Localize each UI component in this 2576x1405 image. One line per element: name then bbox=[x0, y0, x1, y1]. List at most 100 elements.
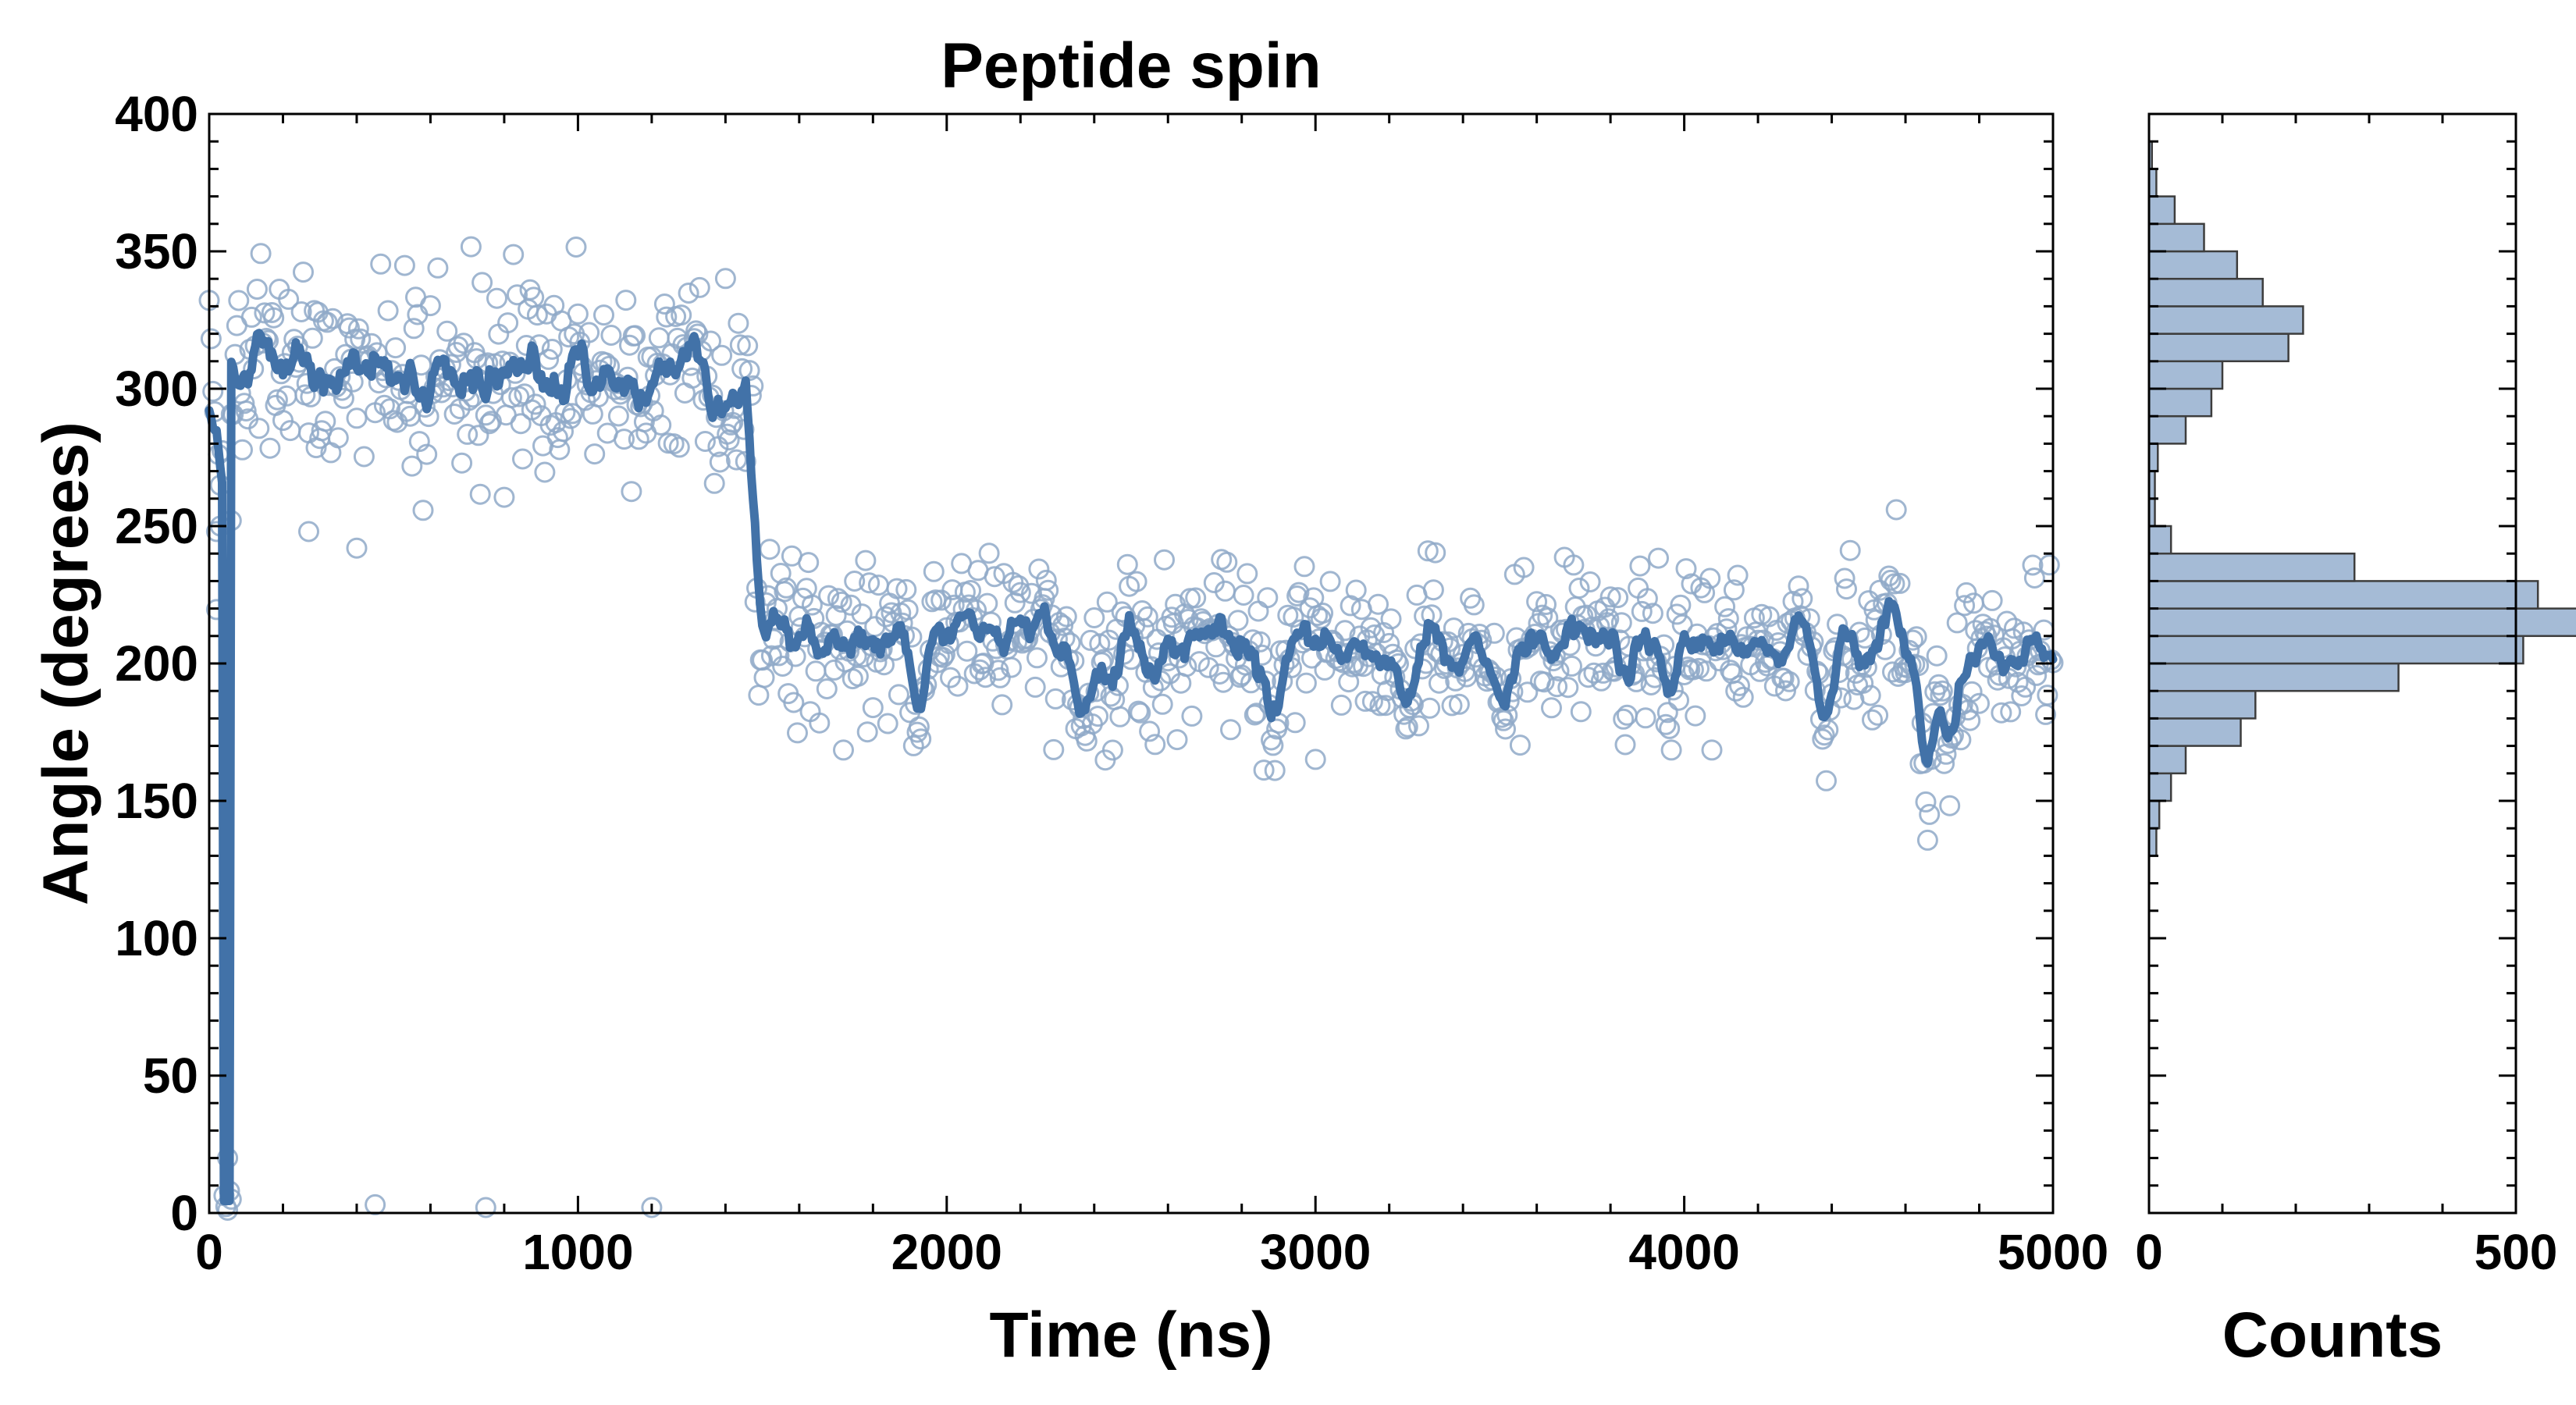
y-tick-label: 150 bbox=[115, 773, 198, 829]
scatter-point bbox=[419, 295, 441, 317]
scatter-point bbox=[1247, 600, 1269, 622]
scatter-point bbox=[1448, 693, 1470, 715]
scatter-point bbox=[1969, 692, 1990, 714]
scatter-point bbox=[1429, 672, 1450, 694]
scatter-point bbox=[671, 304, 692, 326]
scatter-point bbox=[688, 276, 710, 298]
scatter-point bbox=[862, 697, 884, 719]
scatter-point bbox=[1253, 759, 1275, 781]
scatter-point bbox=[729, 334, 751, 356]
scatter-point bbox=[775, 577, 797, 599]
scatter-point bbox=[1463, 594, 1485, 616]
scatter-point bbox=[578, 322, 600, 343]
y-tick-label: 50 bbox=[143, 1048, 198, 1104]
scatter-point bbox=[1934, 752, 1955, 774]
scatter-point bbox=[1598, 608, 1620, 630]
scatter-point bbox=[987, 660, 1009, 681]
scatter-point bbox=[711, 344, 733, 366]
scatter-point bbox=[561, 403, 583, 425]
scatter-point bbox=[2022, 554, 2044, 576]
scatter-point bbox=[768, 645, 790, 667]
histogram-bar bbox=[2147, 195, 2176, 226]
scatter-point bbox=[650, 414, 672, 436]
scatter-point bbox=[855, 550, 877, 571]
scatter-point bbox=[493, 486, 515, 508]
histogram-bar bbox=[2147, 717, 2242, 747]
scatter-point bbox=[549, 439, 571, 461]
x-tick-label: 5000 bbox=[1998, 1224, 2108, 1280]
scatter-point bbox=[240, 306, 262, 328]
scatter-point bbox=[984, 566, 1005, 588]
scatter-point bbox=[1610, 612, 1632, 634]
scatter-point bbox=[648, 327, 670, 349]
scatter-point bbox=[1919, 803, 1941, 825]
y-tick-label: 300 bbox=[115, 361, 198, 417]
scatter-point bbox=[503, 244, 525, 265]
histogram-plot: 0 500 Counts bbox=[2135, 112, 2576, 1371]
scatter-point bbox=[1725, 680, 1747, 702]
scatter-point bbox=[471, 272, 493, 293]
y-tick-label: 100 bbox=[115, 910, 198, 966]
scatter-point bbox=[607, 405, 629, 427]
scatter-point bbox=[526, 304, 548, 326]
scatter-point bbox=[1705, 640, 1727, 662]
scatter-point bbox=[1599, 586, 1621, 608]
scatter-point bbox=[1791, 588, 1813, 610]
scatter-point bbox=[735, 450, 756, 472]
scatter-point bbox=[393, 254, 415, 276]
scatter-point bbox=[694, 431, 716, 452]
histogram-x-tick-label: 500 bbox=[2475, 1224, 2558, 1280]
scatter-point bbox=[1116, 553, 1138, 575]
scatter-point bbox=[593, 304, 614, 326]
scatter-point bbox=[783, 692, 805, 713]
scatter-point bbox=[534, 461, 556, 483]
histogram-bar bbox=[2147, 277, 2264, 308]
x-tick-label: 3000 bbox=[1260, 1224, 1371, 1280]
scatter-point bbox=[339, 317, 360, 339]
scatter-point bbox=[960, 580, 981, 601]
scatter-point bbox=[1154, 549, 1175, 571]
scatter-point bbox=[978, 542, 1000, 564]
scatter-point bbox=[1229, 667, 1251, 688]
histogram-bar bbox=[2147, 333, 2290, 363]
scatter-point bbox=[250, 243, 272, 265]
scatter-point bbox=[263, 307, 285, 329]
scatter-point bbox=[653, 293, 675, 315]
histogram-x-axis-title: Counts bbox=[2222, 1300, 2443, 1371]
scatter-point bbox=[816, 678, 838, 699]
scatter-point bbox=[1668, 689, 1689, 711]
scatter-point bbox=[1513, 557, 1535, 578]
scatter-point bbox=[1834, 567, 1856, 589]
y-tick-label: 350 bbox=[115, 223, 198, 279]
scatter-point bbox=[1991, 702, 2012, 724]
y-tick-label: 400 bbox=[115, 86, 198, 142]
histogram-bar bbox=[2147, 799, 2161, 830]
main-xtick-labels: 0 1000 2000 3000 4000 5000 bbox=[195, 1224, 2108, 1280]
histogram-bar bbox=[2147, 414, 2187, 445]
scatter-point bbox=[859, 572, 881, 594]
scatter-point bbox=[1862, 709, 1883, 731]
scatter-point bbox=[759, 539, 781, 560]
histogram-bar bbox=[2147, 525, 2172, 555]
scatter-point bbox=[1083, 607, 1105, 628]
scatter-point bbox=[347, 318, 369, 340]
scatter-point bbox=[1338, 671, 1360, 693]
scatter-point bbox=[541, 339, 563, 360]
scatter-point bbox=[2001, 628, 2023, 649]
scatter-point bbox=[856, 721, 878, 743]
x-tick-label: 1000 bbox=[522, 1224, 633, 1280]
scatter-point bbox=[315, 411, 336, 432]
scatter-point bbox=[772, 656, 794, 677]
scatter-point bbox=[831, 591, 852, 613]
scatter-point bbox=[1096, 591, 1118, 613]
scatter-point bbox=[1417, 540, 1439, 562]
scatter-point bbox=[1836, 578, 1857, 600]
scatter-point bbox=[614, 429, 635, 450]
scatter-point bbox=[2037, 685, 2058, 706]
scatter-point bbox=[202, 380, 224, 402]
scatter-point bbox=[1959, 710, 1981, 731]
scatter-point bbox=[2003, 617, 2025, 639]
scatter-point bbox=[497, 312, 519, 334]
scatter-point bbox=[977, 592, 998, 614]
scatter-point bbox=[373, 394, 395, 416]
